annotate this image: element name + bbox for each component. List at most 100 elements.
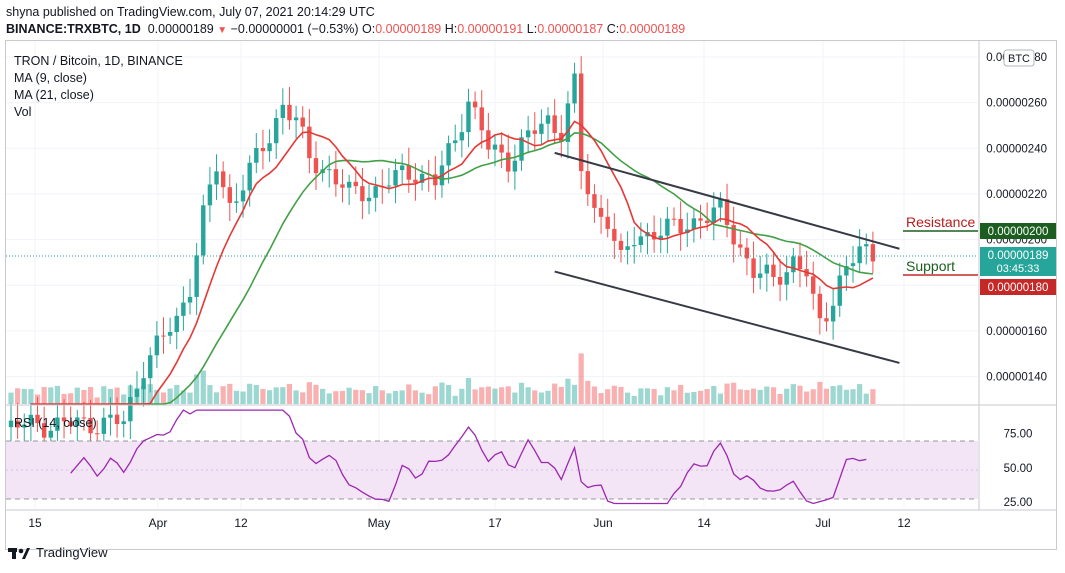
- candle-body: [254, 148, 259, 163]
- volume-bar: [333, 391, 339, 404]
- volume-bar: [419, 392, 425, 404]
- candle-body: [181, 302, 186, 316]
- candle-body: [28, 414, 34, 425]
- last-price: 0.00000189: [147, 22, 214, 36]
- volume-bar: [28, 389, 34, 404]
- candle-body: [704, 220, 710, 224]
- chart-frame: [5, 40, 1057, 550]
- candle-body: [830, 305, 836, 322]
- volume-bar: [81, 389, 87, 404]
- volume-bar: [479, 387, 485, 404]
- candle-body: [764, 264, 770, 274]
- candle-body: [81, 417, 87, 419]
- volume-bar: [658, 395, 664, 404]
- candle-body: [360, 186, 365, 202]
- volume-bar: [485, 386, 491, 404]
- volume-bar: [386, 393, 392, 404]
- volume-bar: [452, 395, 458, 404]
- candle-body: [665, 218, 670, 236]
- candle-body: [61, 417, 67, 422]
- time-tick-label: 12: [897, 516, 911, 530]
- volume-bar: [240, 391, 246, 404]
- currency-badge-label: BTC: [1008, 53, 1030, 65]
- resistance-price-tag: [980, 223, 1056, 239]
- volume-bar: [293, 390, 299, 404]
- candle-body: [214, 171, 219, 185]
- candle-body: [373, 186, 378, 198]
- candle-body: [227, 187, 232, 203]
- candle-body: [161, 335, 166, 337]
- candle-body: [578, 73, 584, 172]
- candle-body: [870, 244, 876, 262]
- candle-body: [300, 117, 305, 127]
- footer[interactable]: TradingView: [8, 545, 108, 560]
- candle-body: [134, 389, 140, 397]
- ma9-line: [30, 120, 874, 405]
- candle-body: [592, 194, 597, 208]
- volume-bar: [406, 384, 412, 404]
- volume-bar: [538, 392, 544, 404]
- volume-bar: [326, 393, 332, 404]
- price-axis[interactable]: 0.00000140 0.00000160 0.00000180 0.00000200…: [986, 52, 1047, 384]
- open-value: 0.00000189: [375, 22, 442, 36]
- candle-body: [121, 421, 126, 425]
- candle-body: [539, 123, 544, 134]
- volume-bar: [147, 384, 153, 404]
- volume-bar: [445, 384, 452, 404]
- candle-body: [260, 148, 266, 152]
- volume-bar: [280, 387, 286, 404]
- candle-body: [293, 117, 299, 121]
- candle-body: [506, 152, 511, 172]
- low-label: L:: [526, 22, 538, 36]
- candle-body: [267, 143, 272, 152]
- time-tick-label: 15: [28, 516, 42, 530]
- publish-info: shyna published on TradingView.com, July…: [6, 5, 375, 19]
- volume-bar: [850, 389, 856, 404]
- volume-bar: [432, 386, 438, 404]
- volume-bar: [412, 390, 419, 404]
- volume-bar: [353, 389, 359, 404]
- lower-trendline: [554, 270, 900, 364]
- close-label: C:: [606, 22, 620, 36]
- volume-bar: [505, 386, 511, 404]
- candle-body: [605, 216, 610, 229]
- currency-badge[interactable]: [1003, 49, 1035, 67]
- low-value: 0.00000187: [537, 22, 604, 36]
- rsi-axis: 25.00 50.00 75.00: [1004, 428, 1033, 509]
- candle-body: [101, 417, 107, 434]
- candle-body: [201, 205, 206, 256]
- legend-vol: Vol: [14, 105, 31, 119]
- candle-body: [41, 423, 47, 438]
- candle-body: [691, 218, 697, 230]
- volume-bar: [21, 388, 27, 404]
- volume-bar: [74, 387, 80, 404]
- volume-bar: [863, 393, 869, 404]
- volume-bar: [731, 382, 737, 404]
- volume-bar: [552, 383, 558, 404]
- candle-body: [353, 181, 358, 187]
- candle-body: [393, 170, 398, 186]
- volume-bar: [320, 388, 326, 404]
- volume-bar: [266, 390, 273, 404]
- volume-bar: [770, 387, 777, 404]
- close-value: 0.00000189: [619, 22, 686, 36]
- volume-bar: [837, 385, 843, 404]
- time-tick-label: Jun: [593, 516, 612, 530]
- volume-bar: [180, 390, 186, 404]
- volume-bar: [651, 389, 657, 404]
- volume-bar: [187, 392, 193, 404]
- volume-bar: [227, 383, 233, 404]
- volume-bar: [817, 381, 823, 404]
- price-tick-label: 0.00000160: [986, 326, 1047, 338]
- volume-bar: [48, 387, 54, 404]
- candle-body: [817, 293, 823, 319]
- time-axis[interactable]: 15 Apr 12 May 17 Jun 14 Jul 12: [28, 516, 911, 530]
- volume-bar: [213, 392, 220, 404]
- candle-body: [141, 378, 146, 390]
- candle-body: [850, 263, 856, 267]
- candle-body: [114, 414, 120, 425]
- candle-body: [187, 296, 193, 303]
- candle-body: [811, 276, 816, 294]
- candle-body: [638, 236, 644, 246]
